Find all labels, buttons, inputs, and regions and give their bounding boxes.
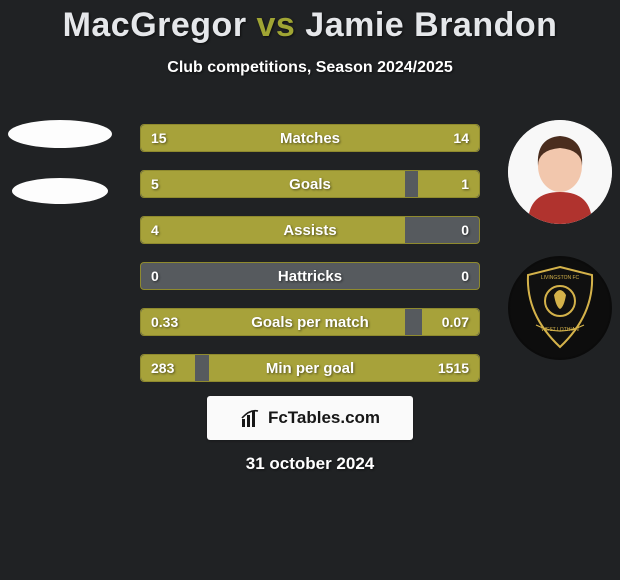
stat-label: Goals bbox=[141, 176, 479, 193]
title-player2: Jamie Brandon bbox=[305, 6, 557, 44]
svg-text:LIVINGSTON FC: LIVINGSTON FC bbox=[541, 275, 580, 281]
comparison-title: MacGregor vs Jamie Brandon bbox=[0, 0, 620, 45]
player2-face-icon bbox=[508, 120, 612, 224]
player2-avatar bbox=[508, 120, 612, 224]
stat-row: 2831515Min per goal bbox=[140, 354, 480, 382]
player1-avatar-ellipse bbox=[8, 120, 112, 148]
title-player1: MacGregor bbox=[63, 6, 247, 44]
stat-label: Goals per match bbox=[141, 314, 479, 331]
stat-row: 0.330.07Goals per match bbox=[140, 308, 480, 336]
player1-club-ellipse bbox=[12, 178, 108, 204]
stat-label: Hattricks bbox=[141, 268, 479, 285]
svg-text:WEST LOTHIAN: WEST LOTHIAN bbox=[541, 327, 579, 333]
stat-row: 1514Matches bbox=[140, 124, 480, 152]
subtitle: Club competitions, Season 2024/2025 bbox=[0, 59, 620, 77]
stat-label: Assists bbox=[141, 222, 479, 239]
fctables-logo-icon bbox=[240, 407, 262, 429]
stat-row: 51Goals bbox=[140, 170, 480, 198]
right-avatar-column: WEST LOTHIAN LIVINGSTON FC bbox=[508, 120, 612, 360]
stat-bars: 1514Matches 51Goals 40Assists 00Hattricks 0.… bbox=[140, 124, 480, 382]
player2-club-badge: WEST LOTHIAN LIVINGSTON FC bbox=[508, 256, 612, 360]
fctables-text: FcTables.com bbox=[268, 408, 380, 428]
stat-label: Min per goal bbox=[141, 360, 479, 377]
left-avatar-column bbox=[8, 120, 112, 204]
stat-label: Matches bbox=[141, 130, 479, 147]
stat-row: 00Hattricks bbox=[140, 262, 480, 290]
fctables-badge: FcTables.com bbox=[207, 396, 413, 440]
title-vs: vs bbox=[257, 6, 296, 44]
player1-avatar bbox=[8, 120, 112, 204]
footer-date: 31 october 2024 bbox=[0, 454, 620, 474]
club-shield-icon: WEST LOTHIAN LIVINGSTON FC bbox=[522, 265, 598, 351]
stat-row: 40Assists bbox=[140, 216, 480, 244]
